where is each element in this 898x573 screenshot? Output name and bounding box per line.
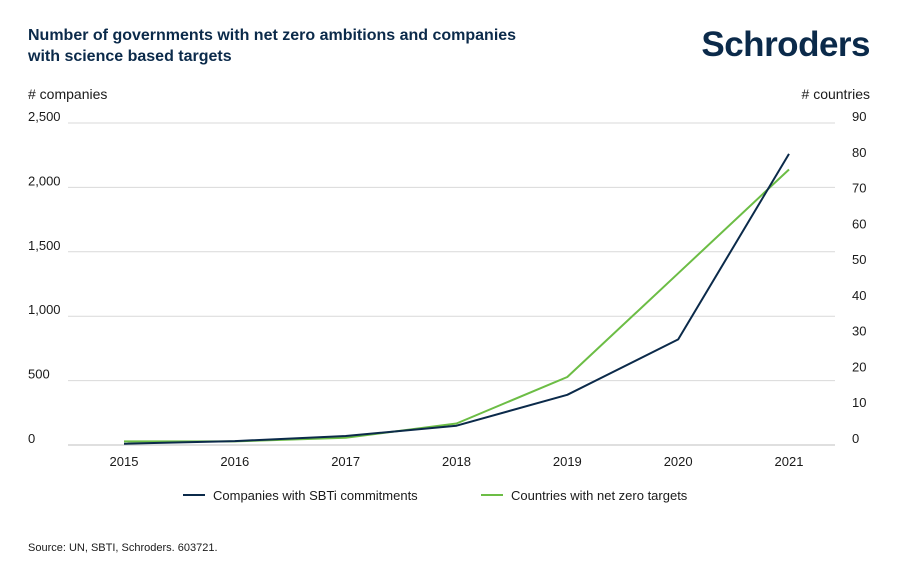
left-tick-label: 0	[28, 431, 35, 446]
schroders-logo: Schroders	[701, 25, 870, 64]
left-tick-label: 1,000	[28, 302, 61, 317]
left-tick-label: 2,000	[28, 173, 61, 188]
series-lines	[123, 153, 790, 445]
x-tick-label: 2015	[110, 454, 139, 469]
x-tick-label: 2021	[775, 454, 804, 469]
x-tick-label: 2020	[664, 454, 693, 469]
source-note: Source: UN, SBTI, Schroders. 603721.	[28, 542, 218, 554]
right-tick-label: 10	[852, 395, 866, 410]
x-axis-ticks: 2015 2016 2017 2018 2019 2020 2021	[110, 454, 804, 469]
gridlines	[68, 122, 835, 446]
right-tick-label: 20	[852, 359, 866, 374]
series-line-countries	[124, 168, 790, 443]
x-tick-label: 2017	[331, 454, 360, 469]
right-tick-label: 90	[852, 109, 866, 124]
x-tick-label: 2019	[553, 454, 582, 469]
chart-title-line-1: Number of governments with net zero ambi…	[28, 27, 516, 44]
right-tick-label: 30	[852, 324, 866, 339]
right-tick-label: 70	[852, 181, 866, 196]
left-tick-label: 2,500	[28, 109, 61, 124]
right-tick-label: 60	[852, 216, 866, 231]
right-axis-ticks: 0 10 20 30 40 50 60 70 80 90	[852, 109, 866, 446]
legend: Companies with SBTi commitments Countrie…	[183, 488, 688, 503]
chart-title-line-2: with science based targets	[27, 48, 232, 65]
legend-label-companies: Companies with SBTi commitments	[213, 488, 418, 503]
legend-label-countries: Countries with net zero targets	[511, 488, 688, 503]
left-axis-label: # companies	[28, 86, 107, 102]
left-axis-ticks: 0 500 1,000 1,500 2,000 2,500	[28, 109, 61, 446]
right-tick-label: 50	[852, 252, 866, 267]
left-tick-label: 500	[28, 367, 50, 382]
right-tick-label: 40	[852, 288, 866, 303]
right-tick-label: 0	[852, 431, 859, 446]
series-line-companies	[123, 153, 790, 445]
left-tick-label: 1,500	[28, 238, 61, 253]
x-tick-label: 2018	[442, 454, 471, 469]
right-tick-label: 80	[852, 145, 866, 160]
x-tick-label: 2016	[220, 454, 249, 469]
right-axis-label: # countries	[802, 86, 870, 102]
